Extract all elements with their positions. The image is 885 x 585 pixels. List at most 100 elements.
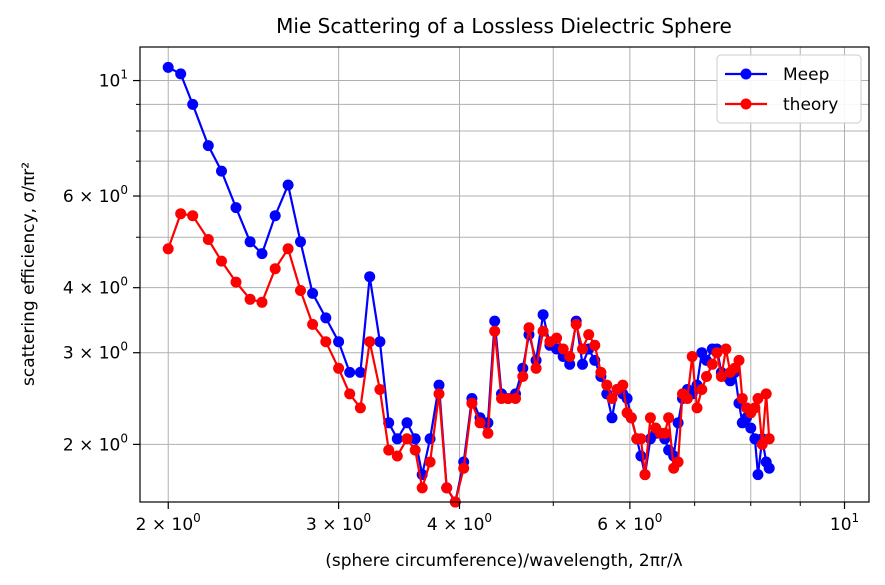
data-point-meep	[489, 315, 501, 327]
data-point-meep	[564, 358, 576, 370]
data-point-theory	[256, 296, 268, 308]
y-tick-label: 2 × 100	[63, 431, 128, 455]
data-point-theory	[424, 456, 436, 468]
x-tick-label: 4 × 100	[427, 511, 492, 535]
data-point-theory	[672, 456, 684, 468]
data-point-meep	[175, 68, 187, 80]
x-tick-label: 2 × 100	[136, 511, 201, 535]
data-point-meep	[202, 140, 214, 152]
data-point-theory	[510, 393, 521, 404]
data-point-theory	[441, 482, 453, 494]
y-tick-label: 6 × 100	[63, 183, 128, 207]
data-point-theory	[282, 243, 294, 255]
x-tick-label: 3 × 100	[306, 511, 371, 535]
data-point-theory	[269, 263, 281, 275]
data-point-meep	[752, 469, 764, 481]
data-point-meep	[256, 248, 268, 260]
data-point-theory	[659, 427, 671, 439]
data-point-theory	[482, 427, 494, 439]
data-point-theory	[466, 397, 478, 409]
data-point-theory	[401, 433, 413, 445]
y-tick-label: 3 × 100	[63, 340, 128, 364]
data-point-theory	[720, 343, 732, 355]
data-point-theory	[374, 384, 386, 395]
data-point-theory	[202, 234, 214, 245]
legend: Meep theory	[716, 54, 862, 124]
data-point-theory	[551, 332, 563, 344]
data-point-meep	[409, 433, 421, 445]
data-point-theory	[416, 482, 428, 494]
data-point-meep	[724, 375, 736, 387]
data-point-theory	[175, 208, 187, 220]
chart-title: Mie Scattering of a Lossless Dielectric …	[276, 14, 732, 38]
data-point-theory	[733, 354, 745, 366]
data-point-theory	[564, 351, 576, 362]
data-point-theory	[216, 255, 227, 267]
data-point-theory	[644, 412, 656, 424]
plot-area-frame	[139, 46, 870, 503]
data-point-theory	[706, 358, 718, 370]
data-point-theory	[681, 393, 693, 404]
data-point-meep	[320, 312, 332, 324]
data-point-meep	[344, 366, 356, 378]
data-point-theory	[187, 210, 199, 222]
data-point-theory	[344, 388, 356, 400]
series-theory	[162, 208, 775, 508]
data-point-theory	[711, 347, 723, 359]
data-point-theory	[625, 412, 637, 424]
data-point-meep	[391, 433, 403, 445]
data-point-theory	[517, 371, 529, 382]
data-point-meep	[162, 61, 174, 73]
data-point-meep	[187, 98, 199, 110]
data-point-theory	[595, 366, 607, 378]
data-point-theory	[409, 444, 421, 456]
data-point-theory	[537, 325, 549, 337]
data-point-theory	[715, 371, 727, 382]
data-point-meep	[333, 336, 345, 348]
data-point-meep	[295, 236, 306, 248]
data-point-theory	[489, 325, 501, 337]
data-point-theory	[617, 379, 629, 391]
data-point-meep	[374, 336, 386, 348]
data-point-meep	[745, 422, 757, 434]
data-point-theory	[577, 343, 588, 355]
data-point-theory	[752, 393, 764, 404]
data-point-theory	[601, 379, 613, 391]
data-point-theory	[383, 444, 395, 456]
data-point-meep	[282, 179, 294, 191]
data-point-theory	[749, 402, 761, 414]
data-point-theory	[333, 362, 345, 374]
data-point-meep	[364, 271, 376, 283]
data-point-theory	[458, 462, 470, 474]
data-point-theory	[760, 388, 772, 400]
legend-box	[716, 54, 862, 124]
data-point-meep	[401, 417, 413, 429]
x-axis-label: (sphere circumference)/wavelength, 2πr/λ	[325, 551, 682, 571]
data-point-theory	[686, 351, 698, 362]
x-tick-label: 6 × 100	[597, 511, 662, 535]
data-point-theory	[433, 388, 445, 400]
data-point-theory	[635, 433, 647, 445]
data-point-meep	[537, 309, 549, 321]
y-tick-label: 4 × 100	[63, 275, 128, 299]
y-axis-label: scattering efficiency, σ/πr²	[19, 162, 39, 386]
data-point-meep	[230, 202, 242, 214]
data-point-theory	[530, 362, 542, 374]
data-point-theory	[606, 393, 618, 404]
data-point-theory	[162, 243, 174, 255]
data-point-meep	[635, 450, 647, 462]
data-point-theory	[763, 433, 775, 445]
series-layer	[162, 61, 775, 508]
data-point-meep	[244, 236, 256, 248]
data-point-theory	[663, 412, 675, 424]
data-point-theory	[391, 450, 403, 462]
data-point-theory	[307, 318, 319, 330]
data-point-theory	[474, 417, 486, 429]
legend-marker-meep	[740, 68, 752, 80]
data-point-theory	[736, 393, 748, 404]
data-point-meep	[606, 412, 618, 424]
data-point-meep	[433, 379, 445, 391]
data-point-theory	[295, 285, 306, 296]
